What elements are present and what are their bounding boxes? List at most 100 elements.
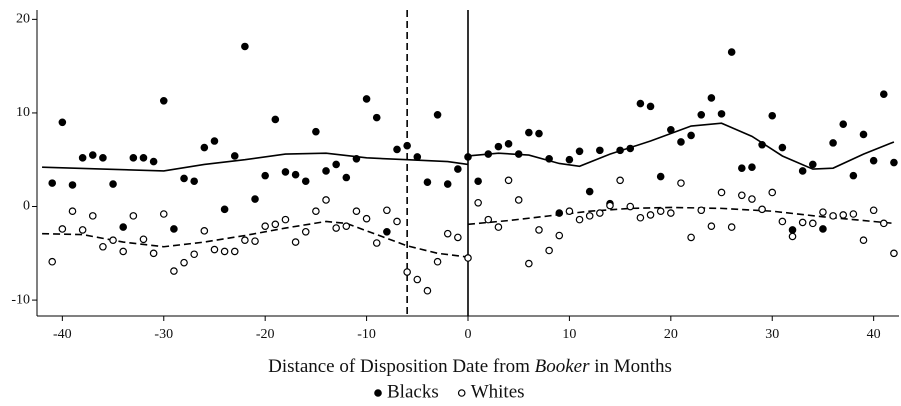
point (433, 111, 442, 119)
point (697, 206, 706, 215)
point (819, 208, 827, 216)
point (190, 250, 198, 259)
point (271, 220, 280, 229)
point (859, 130, 868, 139)
point (636, 213, 645, 222)
point (423, 286, 432, 295)
point (677, 179, 685, 187)
point (849, 171, 858, 180)
point (879, 219, 888, 228)
point (626, 144, 635, 153)
y-tick-label: 10 (16, 105, 30, 120)
point (687, 233, 695, 242)
point (372, 239, 381, 247)
point (494, 142, 503, 151)
point (393, 217, 401, 226)
x-tick-label: 40 (867, 327, 881, 342)
point (717, 188, 726, 197)
point (788, 226, 797, 234)
point (585, 212, 594, 220)
point (758, 140, 766, 149)
point (220, 247, 229, 256)
point (454, 233, 462, 242)
point (565, 155, 574, 164)
point (230, 152, 239, 160)
point (839, 211, 848, 219)
point (423, 178, 432, 186)
point (667, 125, 675, 134)
x-tick-label: 10 (562, 327, 576, 342)
x-tick-label: 30 (765, 327, 779, 342)
point (312, 207, 320, 215)
point (464, 153, 472, 161)
point (352, 207, 361, 215)
point (464, 254, 472, 262)
point (139, 154, 148, 162)
point (778, 143, 787, 152)
x-tick-label: -40 (53, 327, 72, 342)
point (606, 201, 614, 210)
point (413, 275, 422, 284)
point (58, 118, 67, 127)
point (798, 167, 807, 175)
point (129, 212, 138, 220)
point (525, 259, 533, 268)
point (403, 141, 411, 150)
point (210, 137, 219, 145)
point (484, 215, 493, 224)
point (230, 247, 239, 256)
point (251, 195, 259, 203)
point (413, 153, 422, 161)
point (504, 176, 513, 185)
y-tick-label: -10 (11, 292, 30, 307)
point (748, 163, 756, 172)
point (200, 143, 209, 152)
point (149, 249, 158, 258)
point (403, 268, 411, 276)
point (829, 212, 837, 220)
point (890, 158, 898, 167)
point (291, 170, 300, 179)
point (768, 111, 777, 120)
point (362, 95, 371, 103)
point (596, 146, 604, 155)
point (139, 235, 148, 244)
point (667, 209, 675, 217)
point (727, 223, 736, 231)
legend-marker (457, 389, 466, 397)
point (109, 236, 117, 245)
point (119, 223, 128, 231)
point (170, 225, 178, 233)
point (575, 147, 584, 156)
point (565, 207, 574, 215)
point (241, 236, 249, 245)
point (180, 258, 188, 267)
point (190, 177, 198, 186)
fit-line (42, 220, 469, 258)
point (261, 222, 269, 230)
point (149, 157, 158, 166)
point (180, 174, 188, 183)
point (514, 150, 523, 158)
point (585, 187, 594, 196)
point (383, 206, 391, 215)
point (687, 131, 695, 140)
point (88, 151, 97, 159)
point (58, 225, 67, 233)
x-axis-label: Distance of Disposition Date from Booker… (268, 356, 672, 377)
x-tick-label: 0 (465, 327, 472, 342)
point (535, 226, 543, 234)
point (839, 120, 848, 128)
point (99, 242, 107, 251)
point (879, 90, 888, 99)
point (474, 198, 482, 207)
point (200, 227, 209, 235)
point (707, 222, 716, 230)
point (372, 113, 381, 122)
legend-marker (374, 389, 382, 397)
x-tick-label: -30 (154, 327, 173, 342)
point (758, 205, 766, 214)
fit-line (467, 122, 895, 170)
point (383, 227, 391, 236)
x-tick-label: -20 (256, 327, 275, 342)
